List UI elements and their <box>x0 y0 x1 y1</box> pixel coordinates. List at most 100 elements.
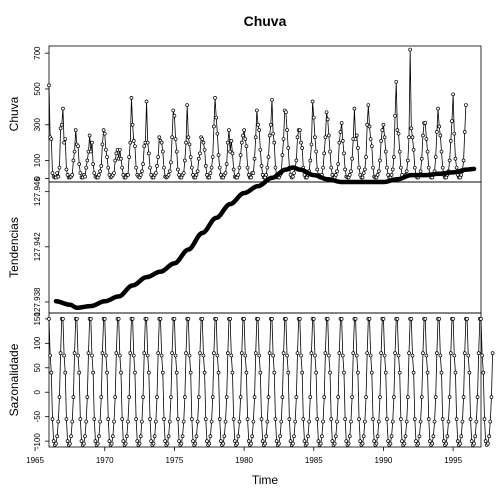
data-point <box>410 135 415 140</box>
data-point <box>357 165 361 170</box>
data-point <box>353 137 358 141</box>
data-point <box>475 395 480 399</box>
data-point <box>425 149 430 154</box>
data-point <box>435 351 439 355</box>
data-point <box>140 169 144 174</box>
data-point <box>258 370 263 375</box>
data-point <box>69 434 73 439</box>
data-point <box>318 441 323 446</box>
data-point <box>389 172 394 177</box>
data-point <box>338 130 343 134</box>
data-point <box>155 395 159 399</box>
data-point <box>173 353 178 358</box>
data-point <box>256 122 260 127</box>
data-point <box>309 351 314 355</box>
data-point <box>452 353 457 358</box>
data-point <box>390 167 395 172</box>
data-point <box>329 417 334 421</box>
data-point <box>181 171 186 175</box>
data-point <box>272 370 277 375</box>
data-point <box>388 441 393 446</box>
data-point <box>131 138 136 143</box>
data-point <box>382 353 387 358</box>
data-point <box>266 395 271 399</box>
data-point <box>339 317 344 321</box>
data-point <box>71 395 76 399</box>
data-point <box>63 137 68 141</box>
data-point <box>153 419 158 424</box>
data-point <box>217 165 222 170</box>
data-point <box>194 172 199 177</box>
data-point <box>308 158 313 163</box>
data-point <box>279 419 284 424</box>
data-point <box>176 167 180 172</box>
data-point <box>243 137 248 141</box>
data-point <box>435 130 439 134</box>
data-point <box>84 419 89 424</box>
data-point <box>181 419 186 424</box>
data-point <box>368 137 373 141</box>
data-point <box>469 439 474 443</box>
data-point <box>445 434 450 439</box>
data-point <box>350 395 354 399</box>
data-point <box>184 351 188 355</box>
data-point <box>314 370 318 375</box>
data-point <box>299 140 303 145</box>
data-point <box>244 370 249 375</box>
data-point <box>364 155 368 159</box>
data-point <box>274 439 279 443</box>
data-point <box>425 370 430 375</box>
data-point <box>428 439 432 443</box>
data-point <box>308 395 313 399</box>
data-point <box>399 417 403 421</box>
data-point <box>378 395 382 399</box>
data-point <box>453 156 458 161</box>
data-point <box>385 417 389 421</box>
data-point <box>323 135 328 140</box>
data-point <box>458 441 462 446</box>
data-point <box>205 439 209 443</box>
data-point <box>102 131 107 136</box>
data-point <box>447 158 452 163</box>
data-point <box>295 351 300 355</box>
data-point <box>337 140 342 145</box>
data-point <box>336 162 341 166</box>
data-point <box>64 417 69 421</box>
data-point <box>174 370 179 375</box>
data-point <box>448 351 453 355</box>
data-point <box>72 149 77 154</box>
data-point <box>147 151 151 156</box>
data-point <box>207 175 212 180</box>
data-point <box>432 419 437 424</box>
data-point <box>92 417 97 421</box>
data-point <box>159 353 164 358</box>
data-point <box>210 395 215 399</box>
data-point <box>133 370 137 375</box>
data-point <box>339 121 344 125</box>
y-axis-label: Chuva <box>7 96 21 131</box>
data-point <box>343 167 347 172</box>
data-point <box>337 351 342 355</box>
data-point <box>189 417 194 421</box>
data-point <box>479 317 483 321</box>
data-point <box>288 439 293 443</box>
data-point <box>354 353 359 358</box>
data-point <box>381 122 386 127</box>
data-point <box>333 172 338 177</box>
data-point <box>383 149 388 154</box>
data-point <box>363 167 367 172</box>
data-point <box>212 351 216 355</box>
data-point <box>455 439 460 443</box>
data-point <box>313 353 317 358</box>
panel-tendencias: 127.938 127.942 127.946 Tendencias <box>7 165 482 316</box>
data-point <box>170 351 174 355</box>
data-point <box>409 126 414 131</box>
data-point <box>472 441 476 446</box>
data-point <box>49 370 54 375</box>
data-point <box>86 351 91 355</box>
data-point <box>418 169 423 174</box>
data-point <box>340 138 345 143</box>
data-point <box>153 171 158 175</box>
data-point <box>227 128 231 132</box>
